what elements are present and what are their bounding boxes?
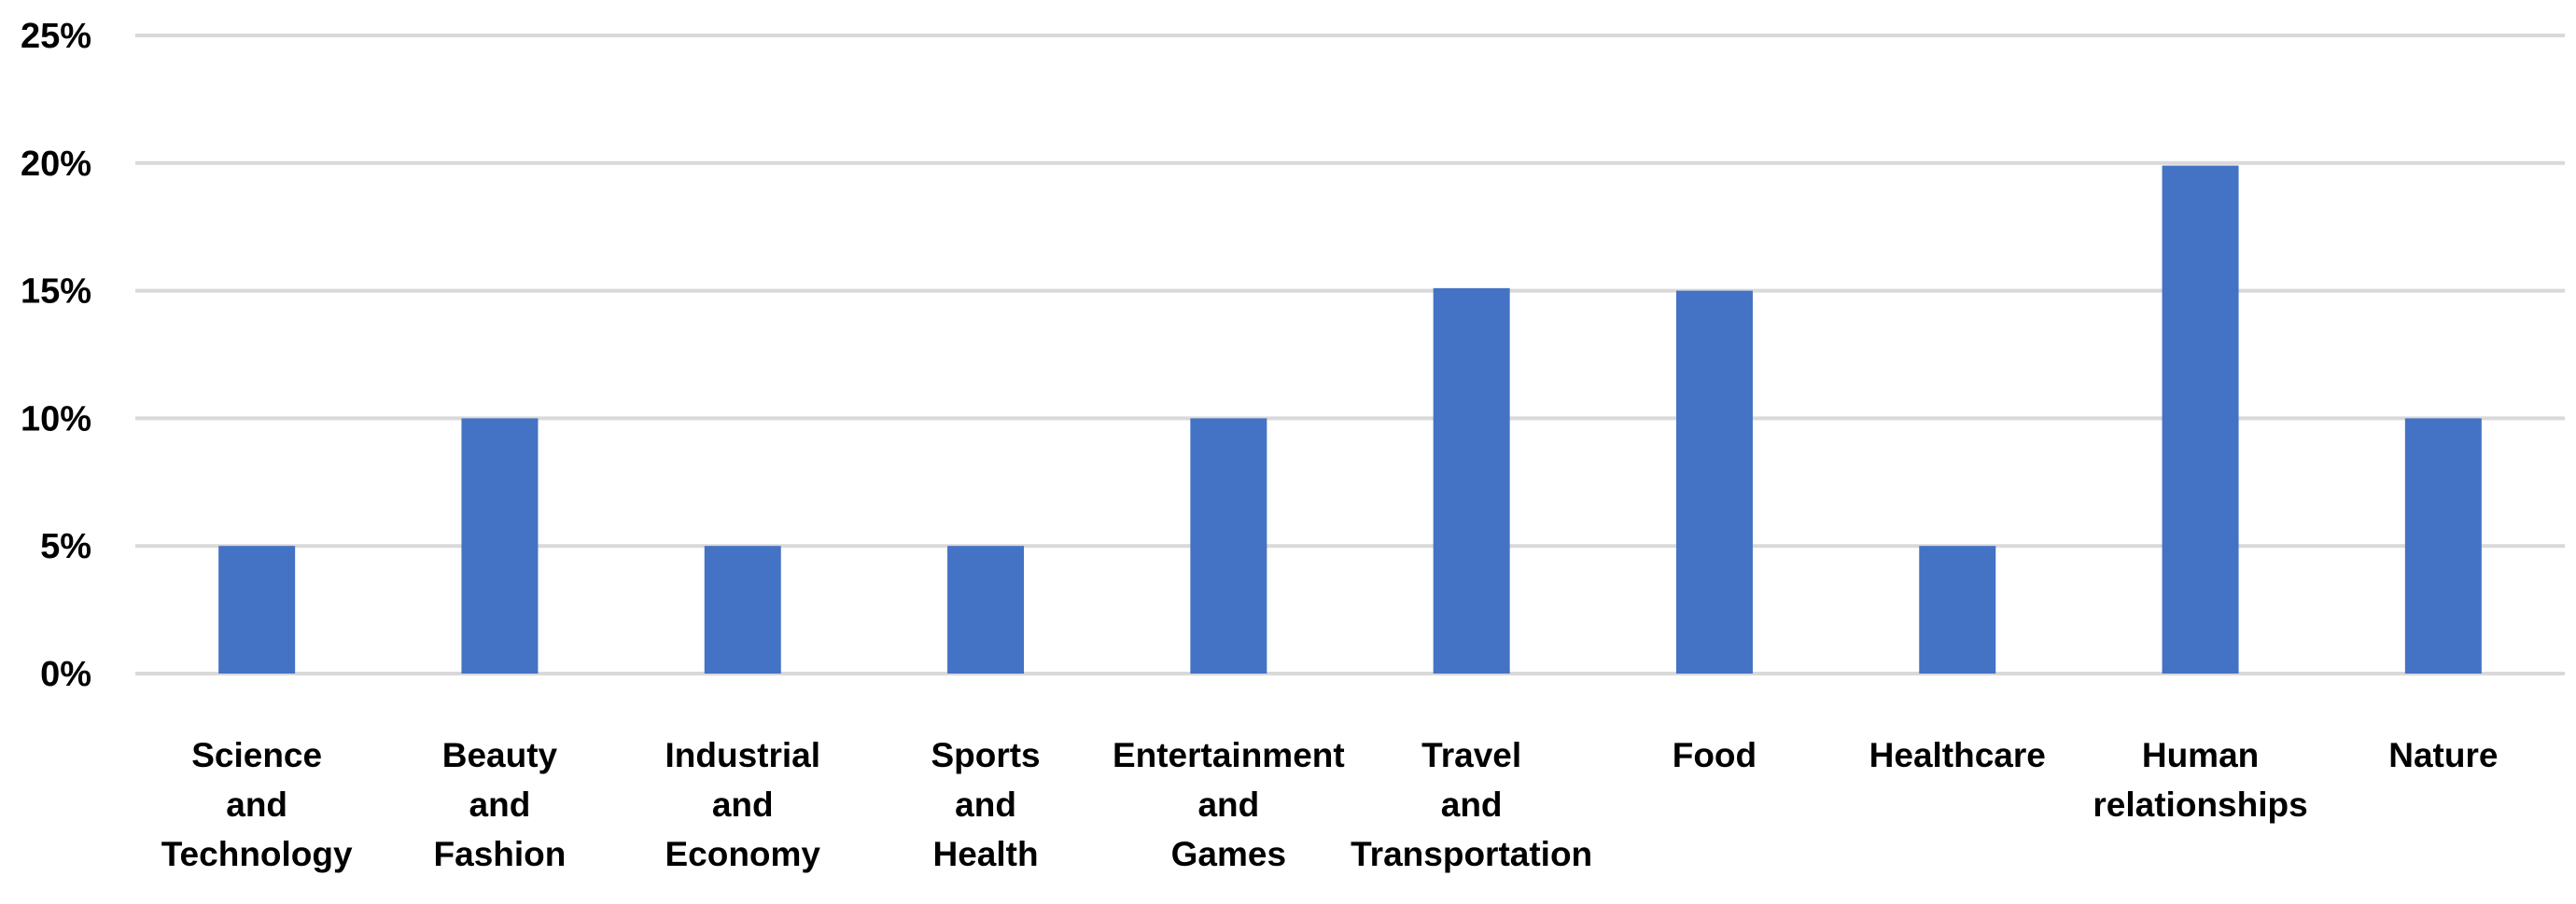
x-category-label-line: Travel	[1421, 736, 1521, 774]
x-category-label-line: Human	[2142, 736, 2259, 774]
bar	[947, 546, 1025, 674]
y-tick-label: 20%	[21, 145, 91, 184]
x-category-label-line: and	[712, 786, 774, 824]
bar	[461, 418, 539, 674]
grid-lines	[135, 34, 2565, 675]
x-category-label: Sports and Health	[931, 736, 1040, 873]
x-category-label: Human relationships	[2093, 736, 2307, 824]
bar	[1190, 418, 1267, 674]
x-category-label-line: and	[469, 786, 531, 824]
x-category-label-line: Beauty	[442, 736, 558, 774]
y-tick-label: 10%	[21, 399, 91, 438]
bar	[1433, 287, 1510, 674]
x-category-label: Food	[1673, 736, 1757, 774]
x-category-label-line: Nature	[2388, 736, 2498, 774]
x-category-label: Science and Technology	[161, 736, 353, 873]
bar	[1919, 546, 1996, 674]
x-category-label: Industrial and Economy	[665, 736, 820, 873]
x-category-label-line: and	[955, 786, 1016, 824]
x-category-label-line: Sports	[931, 736, 1040, 774]
x-category-label-line: Entertainment	[1113, 736, 1345, 774]
y-tick-label: 5%	[40, 527, 91, 566]
x-category-label: Healthcare	[1869, 736, 2046, 774]
x-category-label-line: and	[1197, 786, 1259, 824]
x-category-label-line: Health	[933, 835, 1039, 873]
y-tick-label: 0%	[40, 655, 91, 694]
bar	[1675, 290, 1753, 674]
bars	[218, 165, 2482, 674]
x-category-label-line: Science	[191, 736, 322, 774]
bar	[2162, 165, 2239, 674]
x-category-label-line: and	[1441, 786, 1503, 824]
y-tick-label: 15%	[21, 272, 91, 312]
y-axis-ticks: 0% 5% 10% 15% 20% 25%	[21, 17, 91, 694]
x-category-label-line: relationships	[2093, 786, 2307, 824]
x-category-label: Entertainment and Games	[1113, 736, 1345, 873]
x-category-label-line: Economy	[665, 835, 820, 873]
x-category-label-line: Technology	[161, 835, 353, 873]
x-category-label-line: and	[226, 786, 287, 824]
bar	[704, 546, 781, 674]
x-category-label-line: Fashion	[434, 835, 567, 873]
x-category-label: Travel and Transportation	[1351, 736, 1592, 873]
x-category-label: Beauty and Fashion	[434, 736, 567, 873]
bar	[2404, 418, 2482, 674]
x-category-label: Nature	[2388, 736, 2498, 774]
x-category-label-line: Healthcare	[1869, 736, 2046, 774]
y-tick-label: 25%	[21, 17, 91, 56]
x-category-label-line: Transportation	[1351, 835, 1592, 873]
x-axis-categories: Science and Technology Beauty and Fashion Indu…	[161, 736, 2499, 873]
x-category-label-line: Games	[1171, 835, 1286, 873]
x-category-label-line: Industrial	[665, 736, 820, 774]
x-category-label-line: Food	[1673, 736, 1757, 774]
bar	[218, 546, 296, 674]
